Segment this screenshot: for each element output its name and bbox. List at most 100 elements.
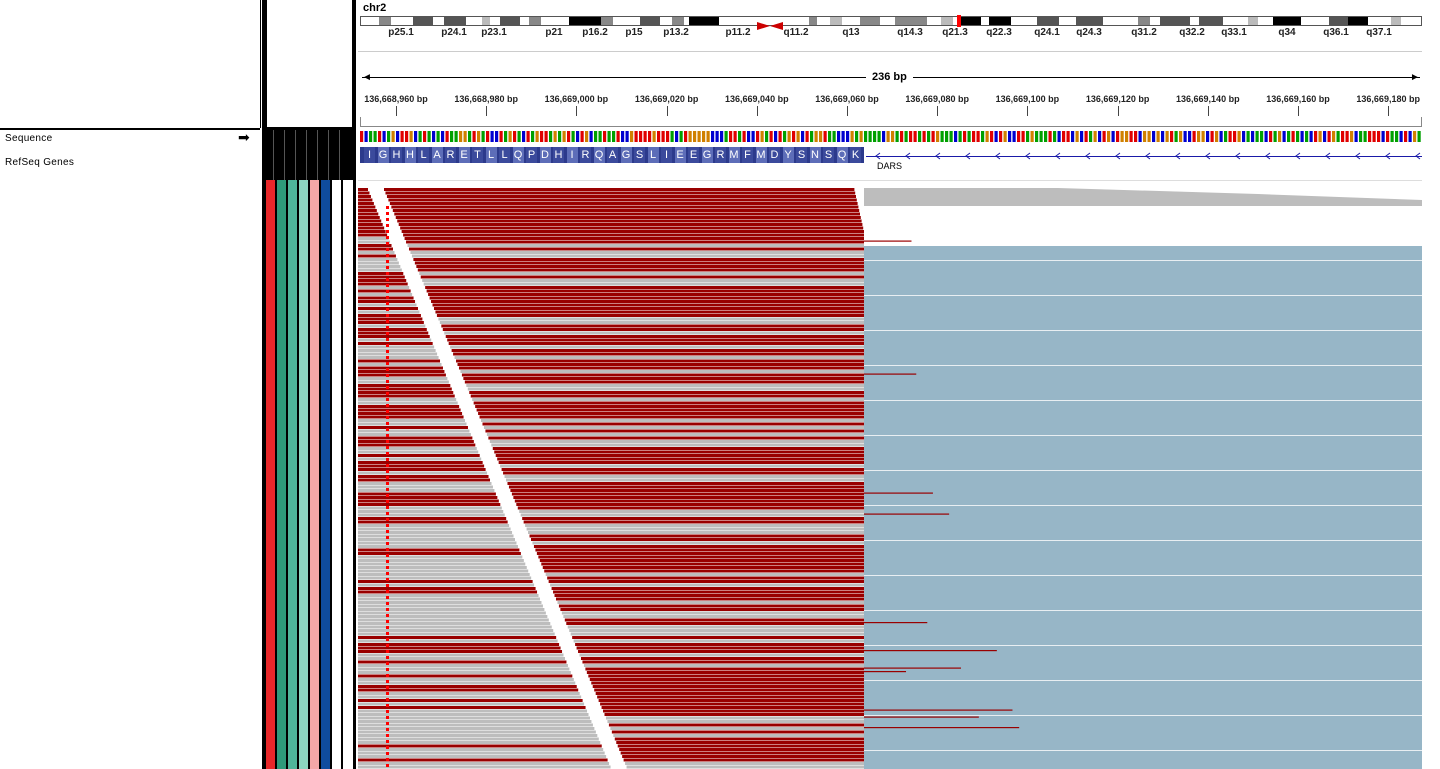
ruler-tick-label: 136,669,080 bp	[905, 94, 969, 104]
mismatch	[386, 542, 389, 545]
right-arrow-icon[interactable]: ➡	[238, 129, 250, 145]
read	[358, 408, 461, 412]
read	[432, 303, 864, 307]
chromosome-ideogram[interactable]	[360, 15, 1422, 30]
sequence-base	[1125, 131, 1129, 142]
read	[422, 279, 864, 282]
sequence-base	[1183, 131, 1187, 142]
read	[483, 426, 864, 429]
read	[501, 468, 864, 471]
sequence-base	[454, 131, 458, 142]
read	[358, 429, 470, 433]
mismatch	[386, 512, 389, 515]
read	[488, 436, 864, 440]
alignment-track[interactable]	[358, 186, 1422, 769]
sequence-base	[990, 131, 994, 142]
read	[358, 751, 605, 755]
mismatch	[386, 698, 389, 701]
ideogram-band	[1076, 17, 1103, 25]
current-region-marker[interactable]	[957, 15, 961, 27]
sequence-base	[684, 131, 688, 142]
read-gap	[864, 470, 1422, 471]
ruler-tick	[486, 106, 488, 116]
sequence-base	[711, 131, 715, 142]
read	[511, 492, 864, 496]
attribute-stripe-2[interactable]	[277, 180, 286, 769]
chromosome-name[interactable]: chr2	[363, 2, 387, 14]
mismatch	[386, 398, 389, 401]
read	[358, 345, 435, 349]
read	[358, 377, 448, 380]
read	[358, 692, 580, 695]
sequence-base	[940, 131, 944, 142]
mismatch	[386, 434, 389, 437]
sequence-base	[661, 131, 665, 142]
ideogram-band	[444, 17, 466, 25]
sequence-base	[1048, 131, 1052, 142]
read	[467, 387, 864, 391]
read	[567, 625, 864, 629]
ruler-base[interactable]	[360, 117, 1422, 127]
sequence-base	[1021, 131, 1025, 142]
sequence-base	[720, 131, 724, 142]
read-gap	[864, 505, 1422, 506]
panel-divider[interactable]	[0, 128, 260, 130]
amino-acid: Y	[782, 147, 794, 163]
sequence-base	[400, 131, 404, 142]
sequence-base	[445, 131, 449, 142]
read	[413, 258, 864, 261]
sequence-base	[513, 131, 517, 142]
amino-acid: G	[701, 147, 713, 163]
sequence-base	[994, 131, 998, 142]
read	[358, 300, 416, 303]
ruler-right-arrow-icon: ►	[1410, 72, 1420, 83]
read	[358, 296, 414, 300]
attribute-stripe-8[interactable]	[343, 180, 353, 769]
coverage-band	[864, 188, 1422, 206]
mismatch	[386, 518, 389, 521]
mismatch	[386, 692, 389, 695]
sequence-base	[729, 131, 733, 142]
attribute-stripe-3[interactable]	[288, 180, 297, 769]
strand-arrow	[935, 152, 941, 160]
read	[358, 713, 589, 716]
read-extension	[864, 671, 907, 673]
read	[358, 293, 413, 296]
read	[358, 485, 493, 489]
attribute-stripe-6[interactable]	[321, 180, 330, 769]
gene-name-label[interactable]: DARS	[877, 161, 903, 171]
read-gap	[864, 330, 1422, 331]
sequence-base	[549, 131, 553, 142]
attribute-stripe-4[interactable]	[299, 180, 308, 769]
refseq-track-label[interactable]: RefSeq Genes	[5, 157, 75, 168]
read	[591, 681, 864, 685]
read	[448, 342, 864, 345]
sequence-base	[1341, 131, 1345, 142]
read	[358, 545, 518, 548]
read	[358, 702, 585, 706]
ruler-span-label: 236 bp	[866, 71, 913, 83]
read-extension	[864, 727, 1020, 729]
sequence-track[interactable]	[360, 131, 1422, 142]
amino-acid: S	[823, 147, 834, 163]
read	[542, 566, 864, 569]
sequence-base	[1143, 131, 1147, 142]
read	[358, 667, 570, 671]
mismatch	[386, 242, 389, 245]
mismatch	[386, 218, 389, 221]
attribute-stripe-5[interactable]	[310, 180, 319, 769]
read	[358, 590, 538, 594]
gene-intron-line[interactable]	[866, 156, 1422, 157]
read	[489, 440, 864, 443]
sequence-track-label[interactable]: Sequence	[5, 133, 53, 144]
attribute-stripe-1[interactable]	[266, 180, 275, 769]
mismatch	[386, 392, 389, 395]
sequence-base	[895, 131, 899, 142]
sequence-base	[598, 131, 602, 142]
read	[617, 744, 864, 748]
attribute-stripe-7[interactable]	[332, 180, 341, 769]
sequence-base	[558, 131, 562, 142]
sequence-base	[1264, 131, 1268, 142]
ideogram-band	[830, 17, 842, 25]
